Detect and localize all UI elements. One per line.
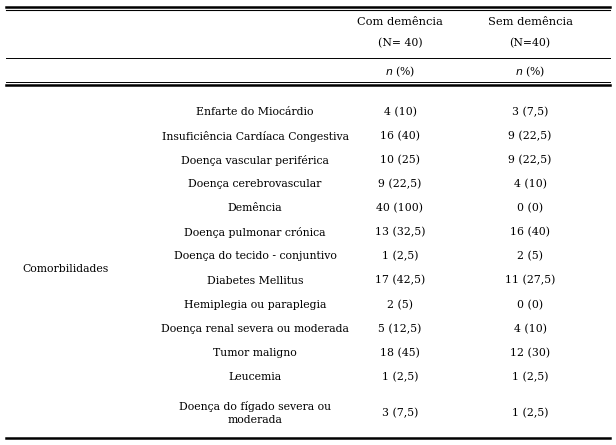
Text: 4 (10): 4 (10) [514, 324, 546, 334]
Text: (N= 40): (N= 40) [378, 38, 423, 48]
Text: 0 (0): 0 (0) [517, 203, 543, 214]
Text: 1 (2,5): 1 (2,5) [382, 372, 418, 382]
Text: $n$ (%): $n$ (%) [515, 65, 545, 79]
Text: Tumor maligno: Tumor maligno [213, 348, 297, 358]
Text: 10 (25): 10 (25) [380, 155, 420, 166]
Text: Doença cerebrovascular: Doença cerebrovascular [188, 179, 322, 189]
Text: Doença do tecido - conjuntivo: Doença do tecido - conjuntivo [174, 251, 336, 262]
Text: 4 (10): 4 (10) [384, 107, 416, 117]
Text: $n$ (%): $n$ (%) [385, 65, 415, 79]
Text: 17 (42,5): 17 (42,5) [375, 275, 425, 286]
Text: 16 (40): 16 (40) [380, 131, 420, 141]
Text: Comorbilidades: Comorbilidades [22, 263, 108, 274]
Text: 2 (5): 2 (5) [387, 299, 413, 310]
Text: Enfarte do Miocárdio: Enfarte do Miocárdio [197, 107, 314, 117]
Text: Leucemia: Leucemia [229, 372, 282, 382]
Text: 0 (0): 0 (0) [517, 299, 543, 310]
Text: 1 (2,5): 1 (2,5) [512, 372, 548, 382]
Text: 2 (5): 2 (5) [517, 251, 543, 262]
Text: 3 (7,5): 3 (7,5) [382, 408, 418, 418]
Text: Sem demência: Sem demência [487, 17, 572, 27]
Text: Doença pulmonar crónica: Doença pulmonar crónica [184, 227, 326, 238]
Text: 9 (22,5): 9 (22,5) [378, 179, 422, 190]
Text: 9 (22,5): 9 (22,5) [508, 131, 552, 141]
Text: 11 (27,5): 11 (27,5) [505, 275, 555, 286]
Text: Hemiplegia ou paraplegia: Hemiplegia ou paraplegia [184, 299, 326, 310]
Text: Doença renal severa ou moderada: Doença renal severa ou moderada [161, 324, 349, 334]
Text: 13 (32,5): 13 (32,5) [375, 227, 425, 238]
Text: Doença do fígado severa ou
moderada: Doença do fígado severa ou moderada [179, 401, 331, 425]
Text: Diabetes Mellitus: Diabetes Mellitus [207, 275, 303, 286]
Text: 40 (100): 40 (100) [376, 203, 424, 214]
Text: 4 (10): 4 (10) [514, 179, 546, 190]
Text: 1 (2,5): 1 (2,5) [382, 251, 418, 262]
Text: Doença vascular periférica: Doença vascular periférica [181, 155, 329, 166]
Text: 16 (40): 16 (40) [510, 227, 550, 238]
Text: Com demência: Com demência [357, 17, 443, 27]
Text: 18 (45): 18 (45) [380, 348, 420, 358]
Text: 5 (12,5): 5 (12,5) [378, 324, 422, 334]
Text: 12 (30): 12 (30) [510, 348, 550, 358]
Text: (N=40): (N=40) [509, 38, 551, 48]
Text: 1 (2,5): 1 (2,5) [512, 408, 548, 418]
Text: 3 (7,5): 3 (7,5) [512, 107, 548, 117]
Text: Insuficiência Cardíaca Congestiva: Insuficiência Cardíaca Congestiva [161, 130, 349, 142]
Text: 9 (22,5): 9 (22,5) [508, 155, 552, 166]
Text: Demência: Demência [228, 203, 282, 213]
